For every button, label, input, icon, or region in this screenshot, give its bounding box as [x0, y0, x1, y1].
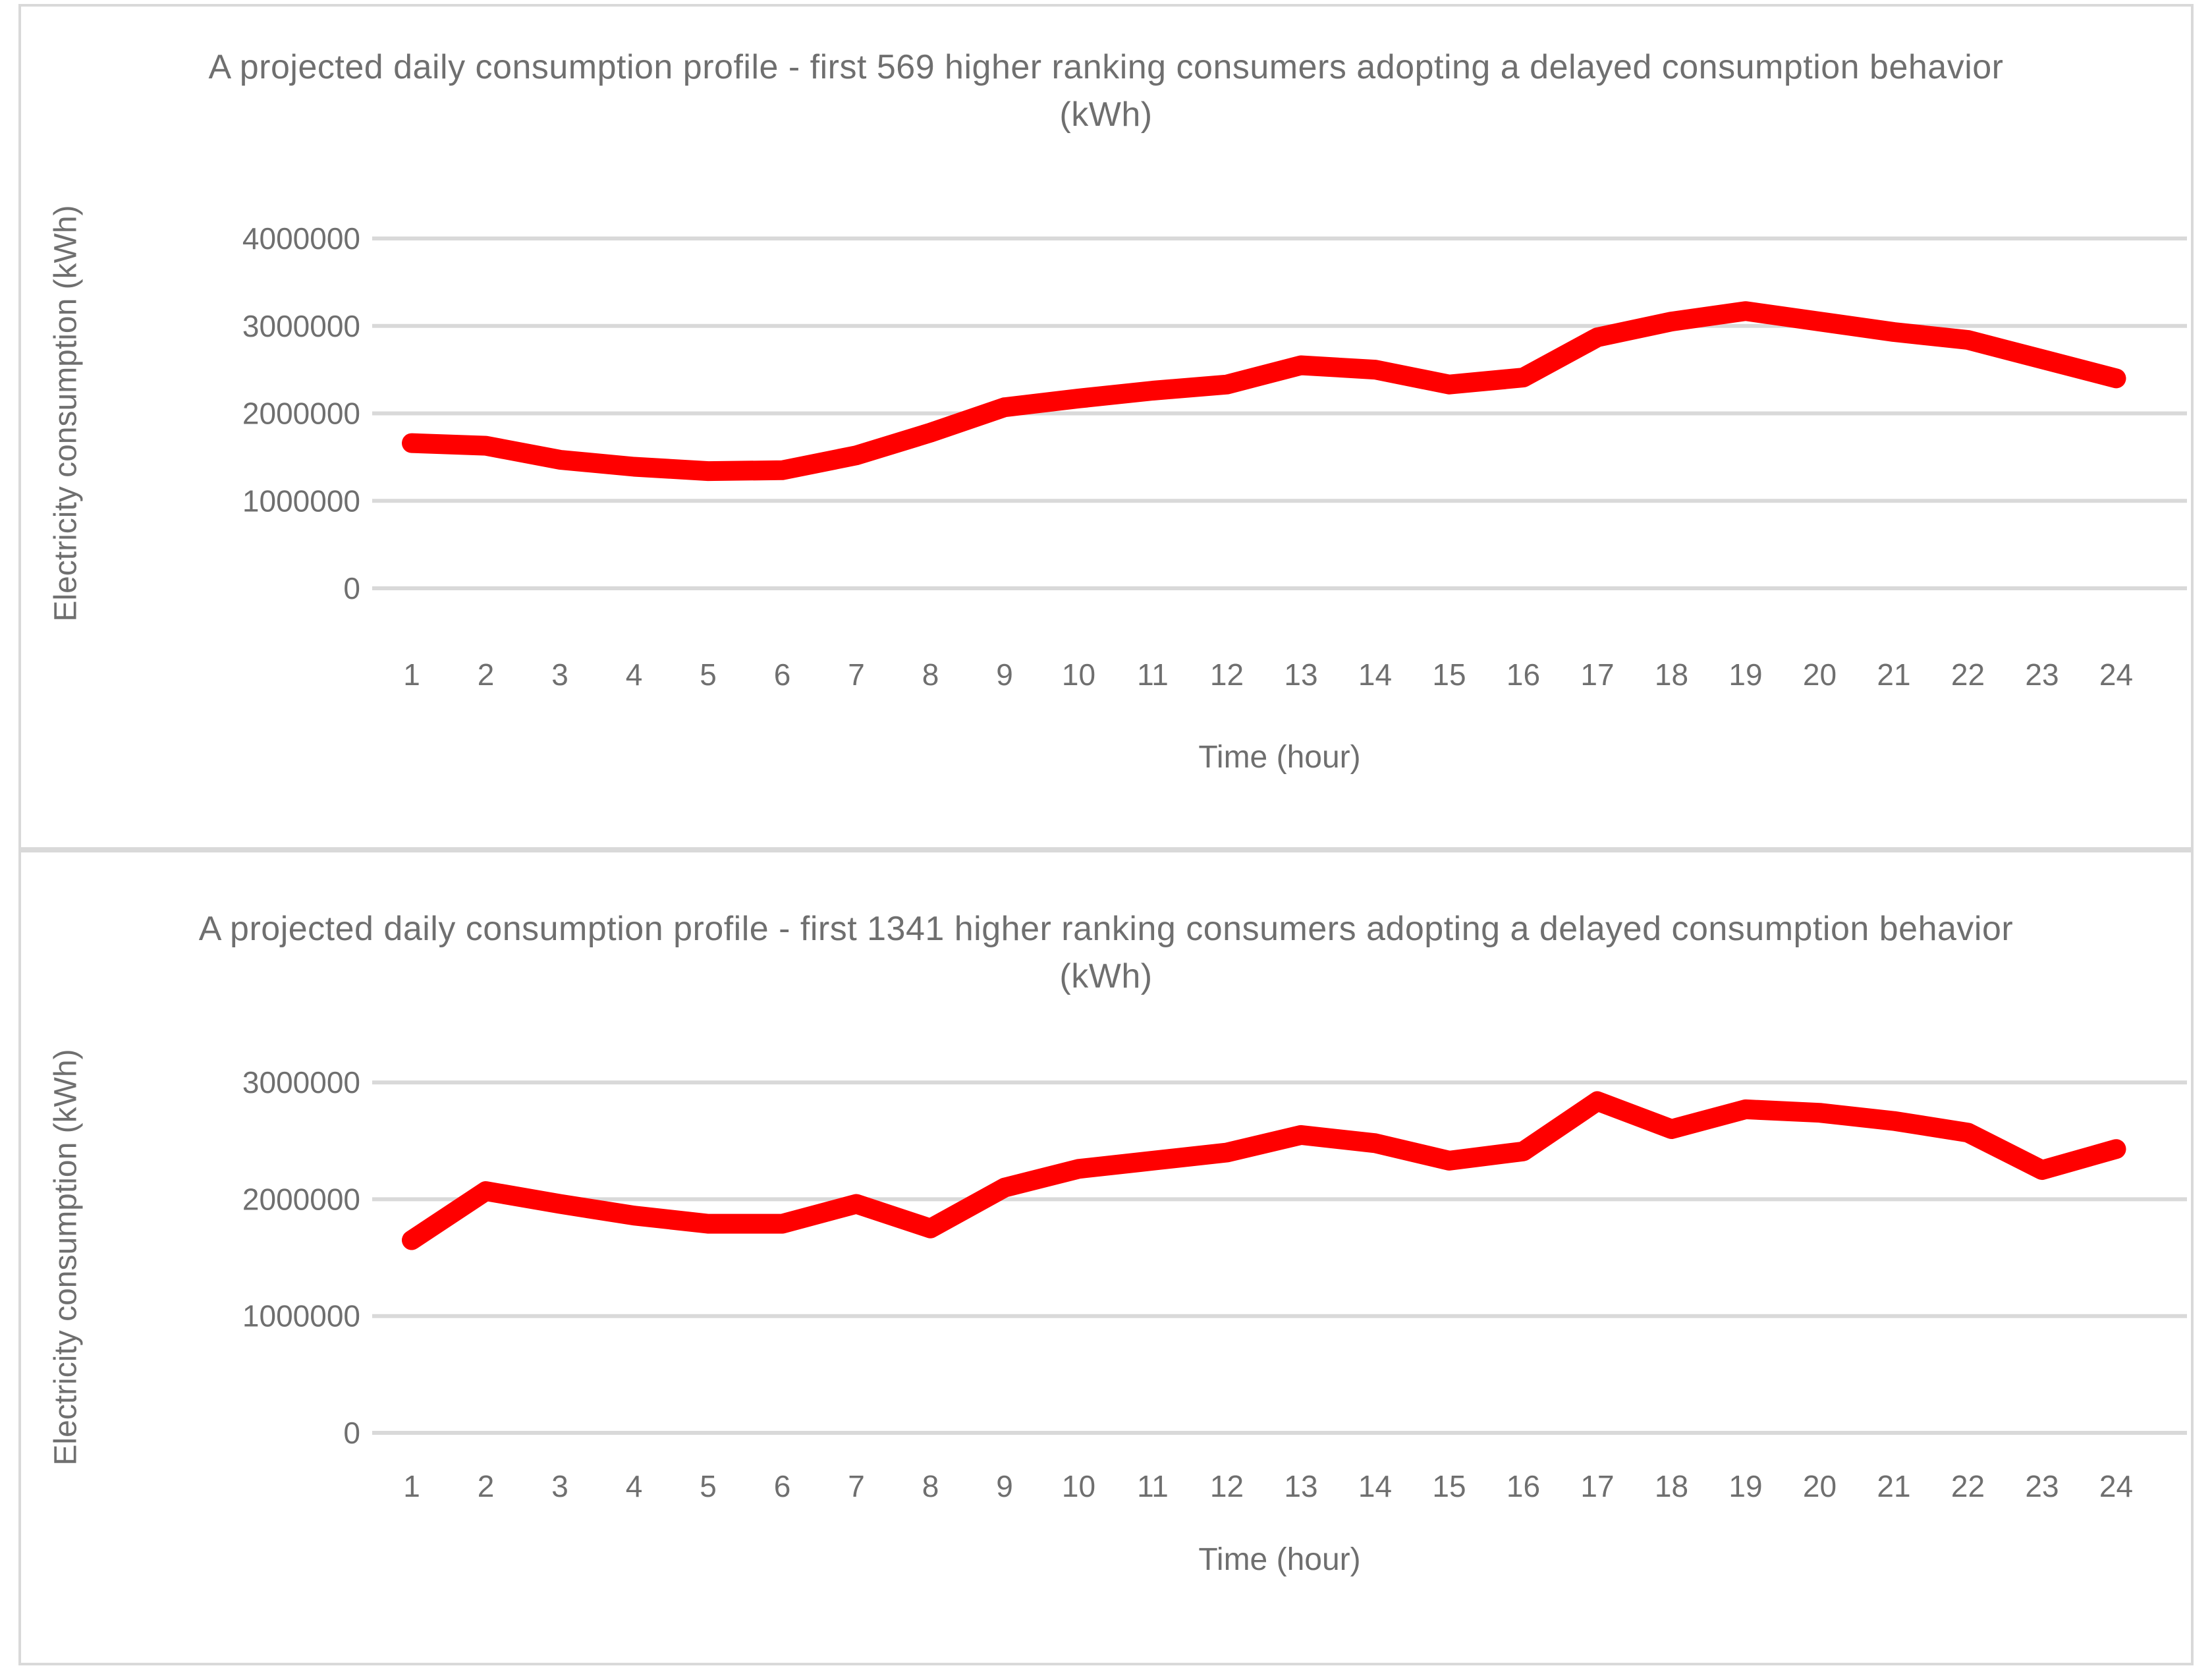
y-axis-title-569: Electricity consumption (kWh) [48, 204, 84, 622]
chart-title-569: A projected daily consumption profile - … [208, 48, 2004, 134]
chart-panel-1341: A projected daily consumption profile - … [18, 850, 2194, 1665]
y-axis-title-1341: Electricity consumption (kWh) [48, 1049, 84, 1466]
chart-title-1341: A projected daily consumption profile - … [198, 910, 2014, 995]
chart-panel-569: A projected daily consumption profile - … [18, 4, 2194, 850]
x-axis-title-569: Time (hour) [1198, 740, 1361, 775]
x-axis-title-1341: Time (hour) [1198, 1542, 1361, 1577]
